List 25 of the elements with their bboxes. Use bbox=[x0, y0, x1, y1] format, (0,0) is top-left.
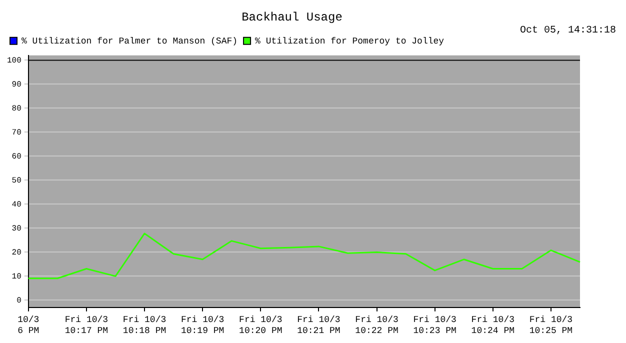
y-tick-label: 40 bbox=[12, 200, 22, 210]
y-tick-label: 60 bbox=[12, 152, 22, 162]
x-tick-label: Fri 10/3 10:20 PM bbox=[239, 315, 282, 336]
y-tick-label: 10 bbox=[12, 272, 22, 282]
x-tick-label: Fri 10/3 10:22 PM bbox=[355, 315, 398, 336]
text: Oct 05, 14:31:18 bbox=[520, 26, 616, 37]
legend-label: % Utilization for Palmer to Manson (SAF) bbox=[22, 36, 238, 46]
legend-label: % Utilization for Pomeroy to Jolley bbox=[255, 36, 445, 46]
x-tick-label: 10/3 6 PM bbox=[18, 315, 40, 336]
x-tick-label: Fri 10/3 10:17 PM bbox=[64, 315, 108, 336]
y-tick-label: 50 bbox=[12, 176, 22, 186]
y-tick-label: 0 bbox=[16, 296, 22, 306]
x-tick-label: Fri 10/3 10:24 PM bbox=[471, 315, 515, 336]
y-tick-label: 90 bbox=[12, 80, 22, 90]
x-tick-label: Fri 10/3 10:18 PM bbox=[122, 315, 166, 336]
y-tick-label: 100 bbox=[6, 56, 22, 66]
x-tick-label: Fri 10/3 10:25 PM bbox=[529, 315, 573, 336]
y-tick-label: 30 bbox=[12, 224, 22, 234]
x-tick-label: Fri 10/3 10:23 PM bbox=[413, 315, 456, 336]
x-tick-label: Fri 10/3 10:21 PM bbox=[297, 315, 340, 336]
y-tick-label: 80 bbox=[12, 104, 22, 114]
y-tick-label: 20 bbox=[12, 248, 22, 258]
y-tick-label: 70 bbox=[12, 128, 22, 138]
x-tick-label: Fri 10/3 10:19 PM bbox=[180, 315, 224, 336]
chart-title: Backhaul Usage bbox=[242, 10, 342, 24]
